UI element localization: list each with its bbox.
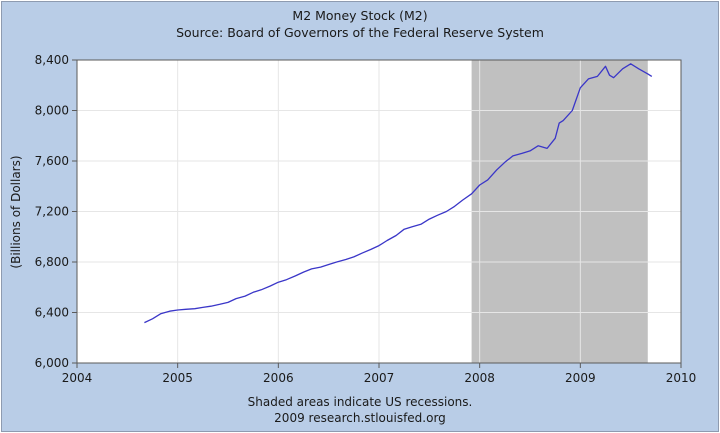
y-axis-label: (Billions of Dollars) [9,155,23,268]
footer-recession-note: Shaded areas indicate US recessions. [248,395,473,409]
footer-source-credit: 2009 research.stlouisfed.org [274,411,446,425]
x-tick-label: 2004 [62,371,93,385]
y-tick-label: 7,600 [35,154,69,168]
x-axis: 2004 2005 2006 2007 2008 2009 2010 [62,363,697,385]
y-tick-label: 6,800 [35,255,69,269]
x-tick-label: 2010 [666,371,697,385]
y-tick-label: 6,400 [35,306,69,320]
x-tick-label: 2008 [464,371,495,385]
y-tick-label: 8,000 [35,104,69,118]
x-tick-label: 2007 [364,371,395,385]
x-tick-label: 2009 [565,371,596,385]
y-tick-label: 6,000 [35,356,69,370]
series-layer [144,63,653,324]
y-tick-label: 7,200 [35,205,69,219]
chart-title: M2 Money Stock (M2) [292,8,427,23]
x-tick-label: 2006 [263,371,294,385]
y-axis: 6,000 6,400 6,800 7,200 7,600 8,000 8,400 [35,53,77,370]
x-tick-label: 2005 [162,371,193,385]
y-tick-label: 8,400 [35,53,69,67]
chart-subtitle: Source: Board of Governors of the Federa… [176,25,544,40]
series-line-1 [144,63,653,324]
